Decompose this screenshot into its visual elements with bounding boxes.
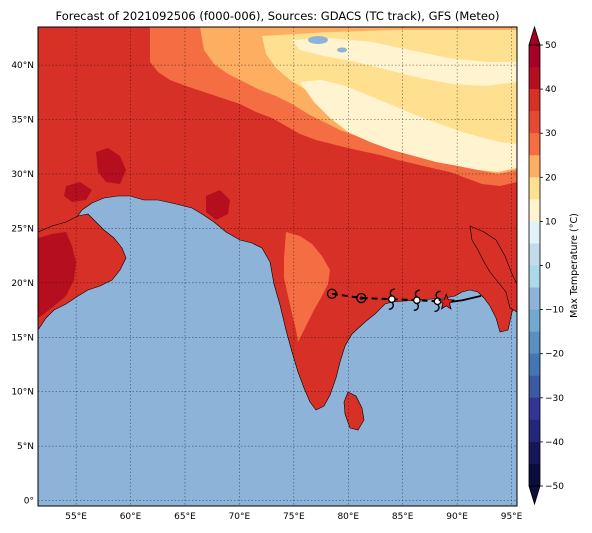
colorbar-tick-label: 10 (545, 217, 557, 227)
colorbar-segment (529, 265, 540, 289)
cyclone-symbol (387, 288, 396, 310)
lake-issyk (337, 47, 347, 53)
colorbar-tick-label: −40 (545, 438, 564, 448)
lon-tick-label: 65°E (174, 512, 196, 522)
colorbar-segment (529, 243, 540, 266)
cyclone-symbol-core (412, 296, 421, 305)
lon-tick-label: 60°E (120, 512, 142, 522)
lat-tick-label: 35°N (11, 116, 34, 126)
colorbar-tick-label: −20 (545, 350, 564, 360)
lat-tick-label: 5°N (17, 442, 34, 452)
lat-tick-label: 30°N (11, 170, 34, 180)
cyclone-symbol-arm-south (434, 304, 440, 313)
colorbar-segment (529, 463, 540, 487)
colorbar-tick-label: 50 (545, 41, 557, 51)
colorbar-tick-label: −10 (545, 306, 564, 316)
colorbar-segment (529, 441, 540, 465)
land-myanmar (469, 225, 517, 313)
colorbar-extend-bottom (528, 485, 541, 506)
colorbar-label: Max Temperature (°C) (569, 213, 580, 318)
colorbar-segment (529, 331, 540, 355)
temp-band-0-north (292, 38, 517, 86)
map-gridlines (38, 27, 517, 506)
lat-tick-label: 20°N (11, 279, 34, 289)
cyclone-symbol (412, 289, 421, 311)
land-sri-lanka (343, 391, 365, 431)
track-point-depression (356, 292, 367, 304)
colorbar-segment (529, 155, 540, 178)
hot-spot-arabia (64, 182, 92, 202)
lon-tick-label: 80°E (337, 512, 359, 522)
map-frame (37, 26, 518, 507)
hot-spot-iran (96, 148, 126, 184)
map-plot-area (38, 27, 517, 506)
lat-tick-label: 15°N (11, 333, 34, 343)
colorbar-segment (529, 89, 540, 112)
cyclone-symbol-arm-north (435, 290, 441, 299)
cyclone-symbol-arm-south (388, 301, 394, 310)
colorbar-segment (529, 221, 540, 244)
cyclone-symbol (433, 290, 442, 313)
lon-tick-label: 75°E (283, 512, 305, 522)
track-point-depression-core (359, 296, 363, 300)
cyclone-symbol-core (387, 295, 396, 304)
colorbar-tick-label: 20 (545, 173, 557, 183)
land-arabia-hot (38, 232, 76, 318)
colorbar-segment (529, 111, 540, 134)
colorbar-segment (529, 375, 540, 399)
colorbar-tick-label: 40 (545, 85, 557, 95)
hot-spot-pakistan (206, 190, 230, 220)
colorbar-tick-label: 30 (545, 129, 557, 139)
temp-band-25-india (284, 232, 330, 342)
colorbar-segment (529, 353, 540, 377)
colorbar-segment (529, 309, 540, 333)
colorbar-segment (529, 397, 540, 421)
lon-tick-label: 95°E (501, 512, 523, 522)
colorbar-extend-top (528, 25, 541, 46)
cyclone-symbol-arm-north (389, 288, 395, 297)
colorbar-segment (529, 177, 540, 200)
lat-tick-label: 10°N (11, 388, 34, 398)
colorbar-segment (529, 133, 540, 156)
lat-tick-label: 40°N (11, 61, 34, 71)
map-title: Forecast of 2021092506 (f000-006), Sourc… (55, 9, 500, 23)
colorbar-segment (529, 67, 540, 90)
current-position-star (437, 293, 455, 310)
colorbar-tick-label: −50 (545, 482, 564, 492)
colorbar-segment (529, 199, 540, 222)
colorbar-segment (529, 287, 540, 311)
lon-tick-label: 55°E (65, 512, 87, 522)
colorbar-tick-label: 0 (545, 262, 551, 272)
lat-tick-label: 25°N (11, 224, 34, 234)
lake-balkhash (308, 36, 328, 44)
lon-tick-label: 90°E (446, 512, 468, 522)
lat-tick-label: 0° (24, 497, 34, 507)
colorbar-segment (529, 45, 540, 68)
colorbar-tick-label: −30 (545, 394, 564, 404)
track-point-low (326, 288, 338, 299)
cyclone-symbol-arm-south (413, 302, 419, 311)
colorbar-segment (529, 419, 540, 443)
colorbar: 50 40 30 20 10 0 −10 −20 −30 −40 −50 Max Temperatur… (528, 25, 580, 506)
map-tick-labels: 55°E 60°E 65°E 70°E 75°E 80°E 85°E 90°E 95°E 0° 5°… (11, 61, 522, 522)
cyclone-track (326, 288, 482, 313)
temp-band-0 (300, 80, 517, 172)
lon-tick-label: 70°E (229, 512, 251, 522)
cyclone-symbol-arm-north (414, 289, 420, 298)
lon-tick-label: 85°E (392, 512, 414, 522)
